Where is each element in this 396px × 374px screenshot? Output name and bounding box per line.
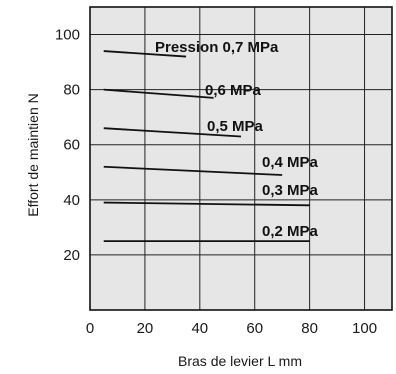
series-line-0 [103,50,187,58]
series-line-1 [103,88,214,99]
x-tick-label: 0 [86,320,94,337]
x-tick-label: 40 [191,320,208,337]
x-tick-label: 80 [301,320,318,337]
series-labels: Pression 0,7 MPa 0,6 MPa 0,5 MPa 0,4 MPa 0,3… [155,39,319,240]
series-label-4: 0,3 MPa [262,182,319,199]
x-axis-ticks: 0 20 40 60 80 100 [86,320,377,337]
x-tick-label: 20 [137,320,154,337]
series-line-3 [103,165,283,176]
y-axis-title: Effort de maintien N [25,93,41,216]
series-lines [103,50,310,243]
plot-background [90,7,392,310]
y-tick-label: 80 [63,82,80,99]
x-axis-title: Bras de levier L mm [178,353,302,369]
series-label-1: 0,6 MPa [205,82,262,99]
y-tick-label: 60 [63,137,80,154]
grid [90,7,392,310]
x-tick-label: 60 [246,320,263,337]
series-label-5: 0,2 MPa [262,223,319,240]
series-label-0: Pression 0,7 MPa [155,39,279,56]
y-tick-label: 100 [55,27,80,44]
y-axis-ticks: 20 40 60 80 100 [55,27,80,264]
plot-frame [89,6,393,311]
x-tick-label: 100 [352,320,377,337]
y-tick-label: 40 [63,192,80,209]
series-label-2: 0,5 MPa [207,118,264,135]
series-line-2 [103,127,242,138]
y-tick-label: 20 [63,247,80,264]
series-label-3: 0,4 MPa [262,154,319,171]
series-line-4 [103,201,310,207]
